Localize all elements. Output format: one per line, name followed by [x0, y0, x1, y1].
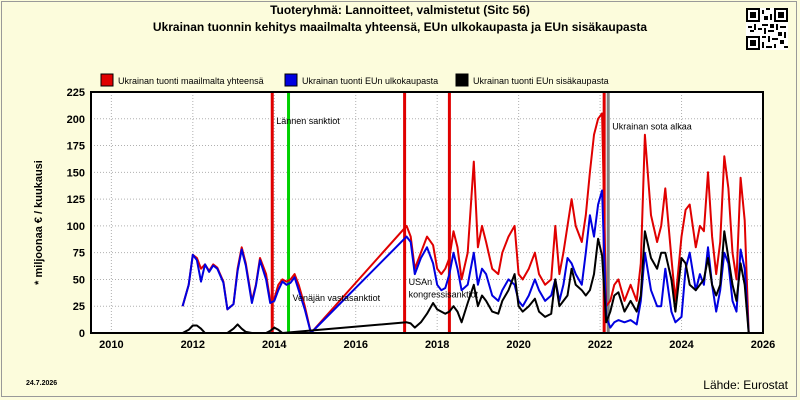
y-tick-label: 100 — [67, 221, 85, 233]
legend-label-3: Ukrainan tuonti EUn sisäkaupasta — [473, 76, 609, 86]
y-tick-label: 0 — [79, 328, 85, 340]
series-line-1 — [181, 112, 750, 334]
plot-border — [90, 91, 764, 334]
event-label: Ukrainan sota alkaa — [612, 121, 692, 131]
x-tick-label: 2016 — [343, 339, 367, 351]
x-tick-label: 2022 — [588, 339, 612, 351]
x-tick-label: 2020 — [506, 339, 530, 351]
legend-label-1: Ukrainan tuonti maailmalta yhteensä — [118, 76, 264, 86]
y-tick-label: 175 — [67, 141, 85, 153]
event-label: Lännen sanktiot — [276, 116, 340, 126]
y-tick-label: 125 — [67, 194, 85, 206]
x-tick-label: 2024 — [669, 339, 694, 351]
y-tick-label: 200 — [67, 114, 85, 126]
x-tick-label: 2014 — [262, 339, 287, 351]
legend-swatch-1 — [100, 73, 114, 87]
y-axis-label: * miljoonaa € / kuukausi — [33, 160, 45, 285]
event-label: USAn — [409, 277, 433, 287]
x-tick-label: 2026 — [751, 339, 775, 351]
chart-subtitle: Ukrainan tuonnin kehitys maailmalta yhte… — [152, 20, 648, 34]
legend-swatch-3 — [455, 73, 469, 87]
x-tick-label: 2018 — [425, 339, 449, 351]
event-label: kongressisanktiot — [409, 290, 479, 300]
legend-swatch-2 — [284, 73, 298, 87]
y-tick-label: 225 — [67, 87, 85, 99]
chart-title: Tuoteryhmä: Lannoitteet, valmistetut (Si… — [270, 3, 530, 17]
x-tick-label: 2010 — [99, 339, 123, 351]
y-tick-label: 25 — [73, 301, 85, 313]
x-tick-label: 2012 — [181, 339, 205, 351]
y-tick-label: 50 — [73, 274, 85, 286]
source-label: Lähde: Eurostat — [703, 378, 788, 392]
y-tick-label: 150 — [67, 167, 85, 179]
y-tick-label: 75 — [73, 248, 85, 260]
qr-code-icon[interactable] — [746, 8, 788, 50]
date-stamp: 24.7.2026 — [26, 380, 58, 387]
series-line-3 — [182, 230, 750, 334]
series-line-2 — [181, 189, 750, 334]
event-label: Venäjän vastasanktiot — [293, 293, 381, 303]
legend-label-2: Ukrainan tuonti EUn ulkokaupasta — [302, 76, 438, 86]
